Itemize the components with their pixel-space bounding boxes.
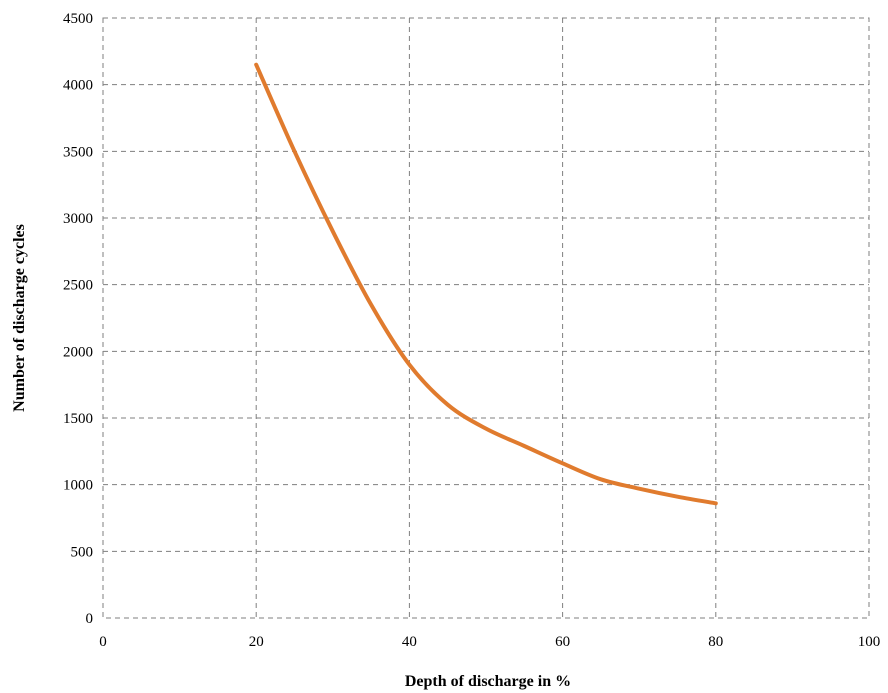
y-tick-label: 0 bbox=[86, 611, 94, 627]
y-tick-label: 2500 bbox=[63, 278, 93, 294]
y-tick-label: 500 bbox=[71, 544, 94, 560]
x-axis-ticks: 0 20 40 60 80 100 bbox=[99, 634, 880, 650]
series-line bbox=[254, 62, 718, 506]
y-axis-title: Number of discharge cycles bbox=[11, 224, 28, 412]
series-layer bbox=[254, 62, 718, 506]
x-tick-label: 40 bbox=[402, 634, 417, 650]
y-tick-label: 2000 bbox=[63, 344, 93, 360]
y-tick-label: 3000 bbox=[63, 211, 93, 227]
grid bbox=[103, 18, 869, 618]
y-tick-label: 4000 bbox=[63, 78, 93, 94]
y-tick-label: 3500 bbox=[63, 144, 93, 160]
y-axis-ticks: 0 500 1000 1500 2000 2500 3000 3500 4000 4500 bbox=[63, 11, 93, 627]
x-tick-label: 20 bbox=[249, 634, 264, 650]
x-tick-label: 100 bbox=[858, 634, 881, 650]
x-tick-label: 0 bbox=[99, 634, 107, 650]
plot-area-border bbox=[102, 17, 870, 619]
y-tick-label: 4500 bbox=[63, 11, 93, 27]
x-tick-label: 80 bbox=[708, 634, 723, 650]
x-tick-label: 60 bbox=[555, 634, 570, 650]
x-axis-title: Depth of discharge in % bbox=[405, 673, 571, 690]
y-tick-label: 1000 bbox=[63, 478, 93, 494]
y-tick-label: 1500 bbox=[63, 411, 93, 427]
